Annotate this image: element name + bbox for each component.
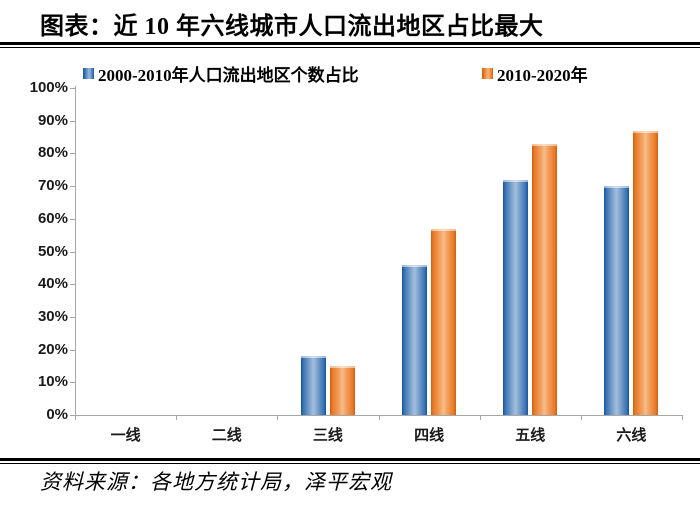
x-axis-tick (75, 416, 76, 420)
bar-2010-2020 (532, 143, 558, 415)
x-axis-category-label: 一线 (110, 428, 141, 444)
y-axis-tick (70, 88, 75, 89)
y-axis-tick (70, 251, 75, 253)
legend-label-2000-2010: 2000-2010年人口流出地区个数占比 (98, 66, 359, 85)
y-axis-tick (70, 218, 75, 220)
y-axis-tick-label: 40% (37, 275, 68, 293)
bar-2000-2010 (402, 264, 428, 415)
legend-label-2010-2020: 2010-2020年 (497, 66, 588, 85)
y-axis-line (75, 86, 76, 416)
y-axis-tick (70, 316, 75, 318)
x-axis-category-label: 五线 (515, 428, 546, 444)
bar-2000-2010 (503, 179, 529, 415)
y-axis-tick (70, 284, 75, 286)
x-axis-category-label: 三线 (312, 428, 343, 444)
bar-2010-2020 (329, 365, 355, 415)
legend-item-2010-2020: 2010-2020年 (482, 61, 588, 86)
y-axis-tick-label: 80% (37, 144, 68, 162)
bar-2010-2020 (431, 228, 457, 415)
y-axis-tick-label: 60% (37, 209, 68, 227)
legend-swatch-blue-icon (83, 68, 94, 79)
divider-thick-line (0, 458, 700, 461)
y-axis-tick-label: 0% (46, 406, 68, 423)
x-axis-tick (580, 416, 582, 420)
y-axis-tick-label: 50% (37, 242, 68, 260)
divider-thick-line (0, 42, 700, 45)
y-axis-tick-label: 100% (29, 79, 68, 96)
x-axis-category-label: 二线 (211, 428, 242, 444)
y-axis-tick-label: 20% (37, 340, 68, 358)
divider-thin-line (0, 463, 700, 464)
y-axis-tick (70, 186, 75, 188)
x-axis-line (75, 415, 683, 416)
y-axis-tick (70, 120, 75, 122)
bar-2010-2020 (633, 130, 659, 415)
y-axis-tick (70, 382, 75, 384)
source-note: 资料来源：各地方统计局，泽平宏观 (40, 470, 392, 494)
y-axis-tick-label: 30% (37, 307, 68, 325)
x-axis-category-label: 六线 (616, 428, 647, 444)
x-axis-tick (378, 416, 380, 420)
y-axis-tick (70, 349, 75, 351)
chart-title: 图表：近 10 年六线城市人口流出地区占比最大 (40, 14, 544, 40)
title-divider (0, 42, 700, 48)
x-axis-tick (682, 416, 683, 420)
footer-divider (0, 458, 700, 464)
legend-item-2000-2010: 2000-2010年人口流出地区个数占比 (83, 61, 359, 86)
y-axis-tick (70, 415, 75, 416)
divider-thin-line (0, 47, 700, 48)
y-axis-tick-label: 10% (37, 373, 68, 391)
y-axis-tick-label: 70% (37, 177, 68, 195)
y-axis-tick (70, 153, 75, 155)
bar-2000-2010 (604, 186, 630, 415)
x-axis-category-label: 四线 (414, 428, 445, 444)
y-axis-tick-label: 90% (37, 111, 68, 129)
x-axis-tick (277, 416, 279, 420)
bar-2000-2010 (300, 356, 326, 415)
x-axis-tick (176, 416, 178, 420)
legend-swatch-orange-icon (482, 68, 493, 79)
x-axis-tick (479, 416, 481, 420)
